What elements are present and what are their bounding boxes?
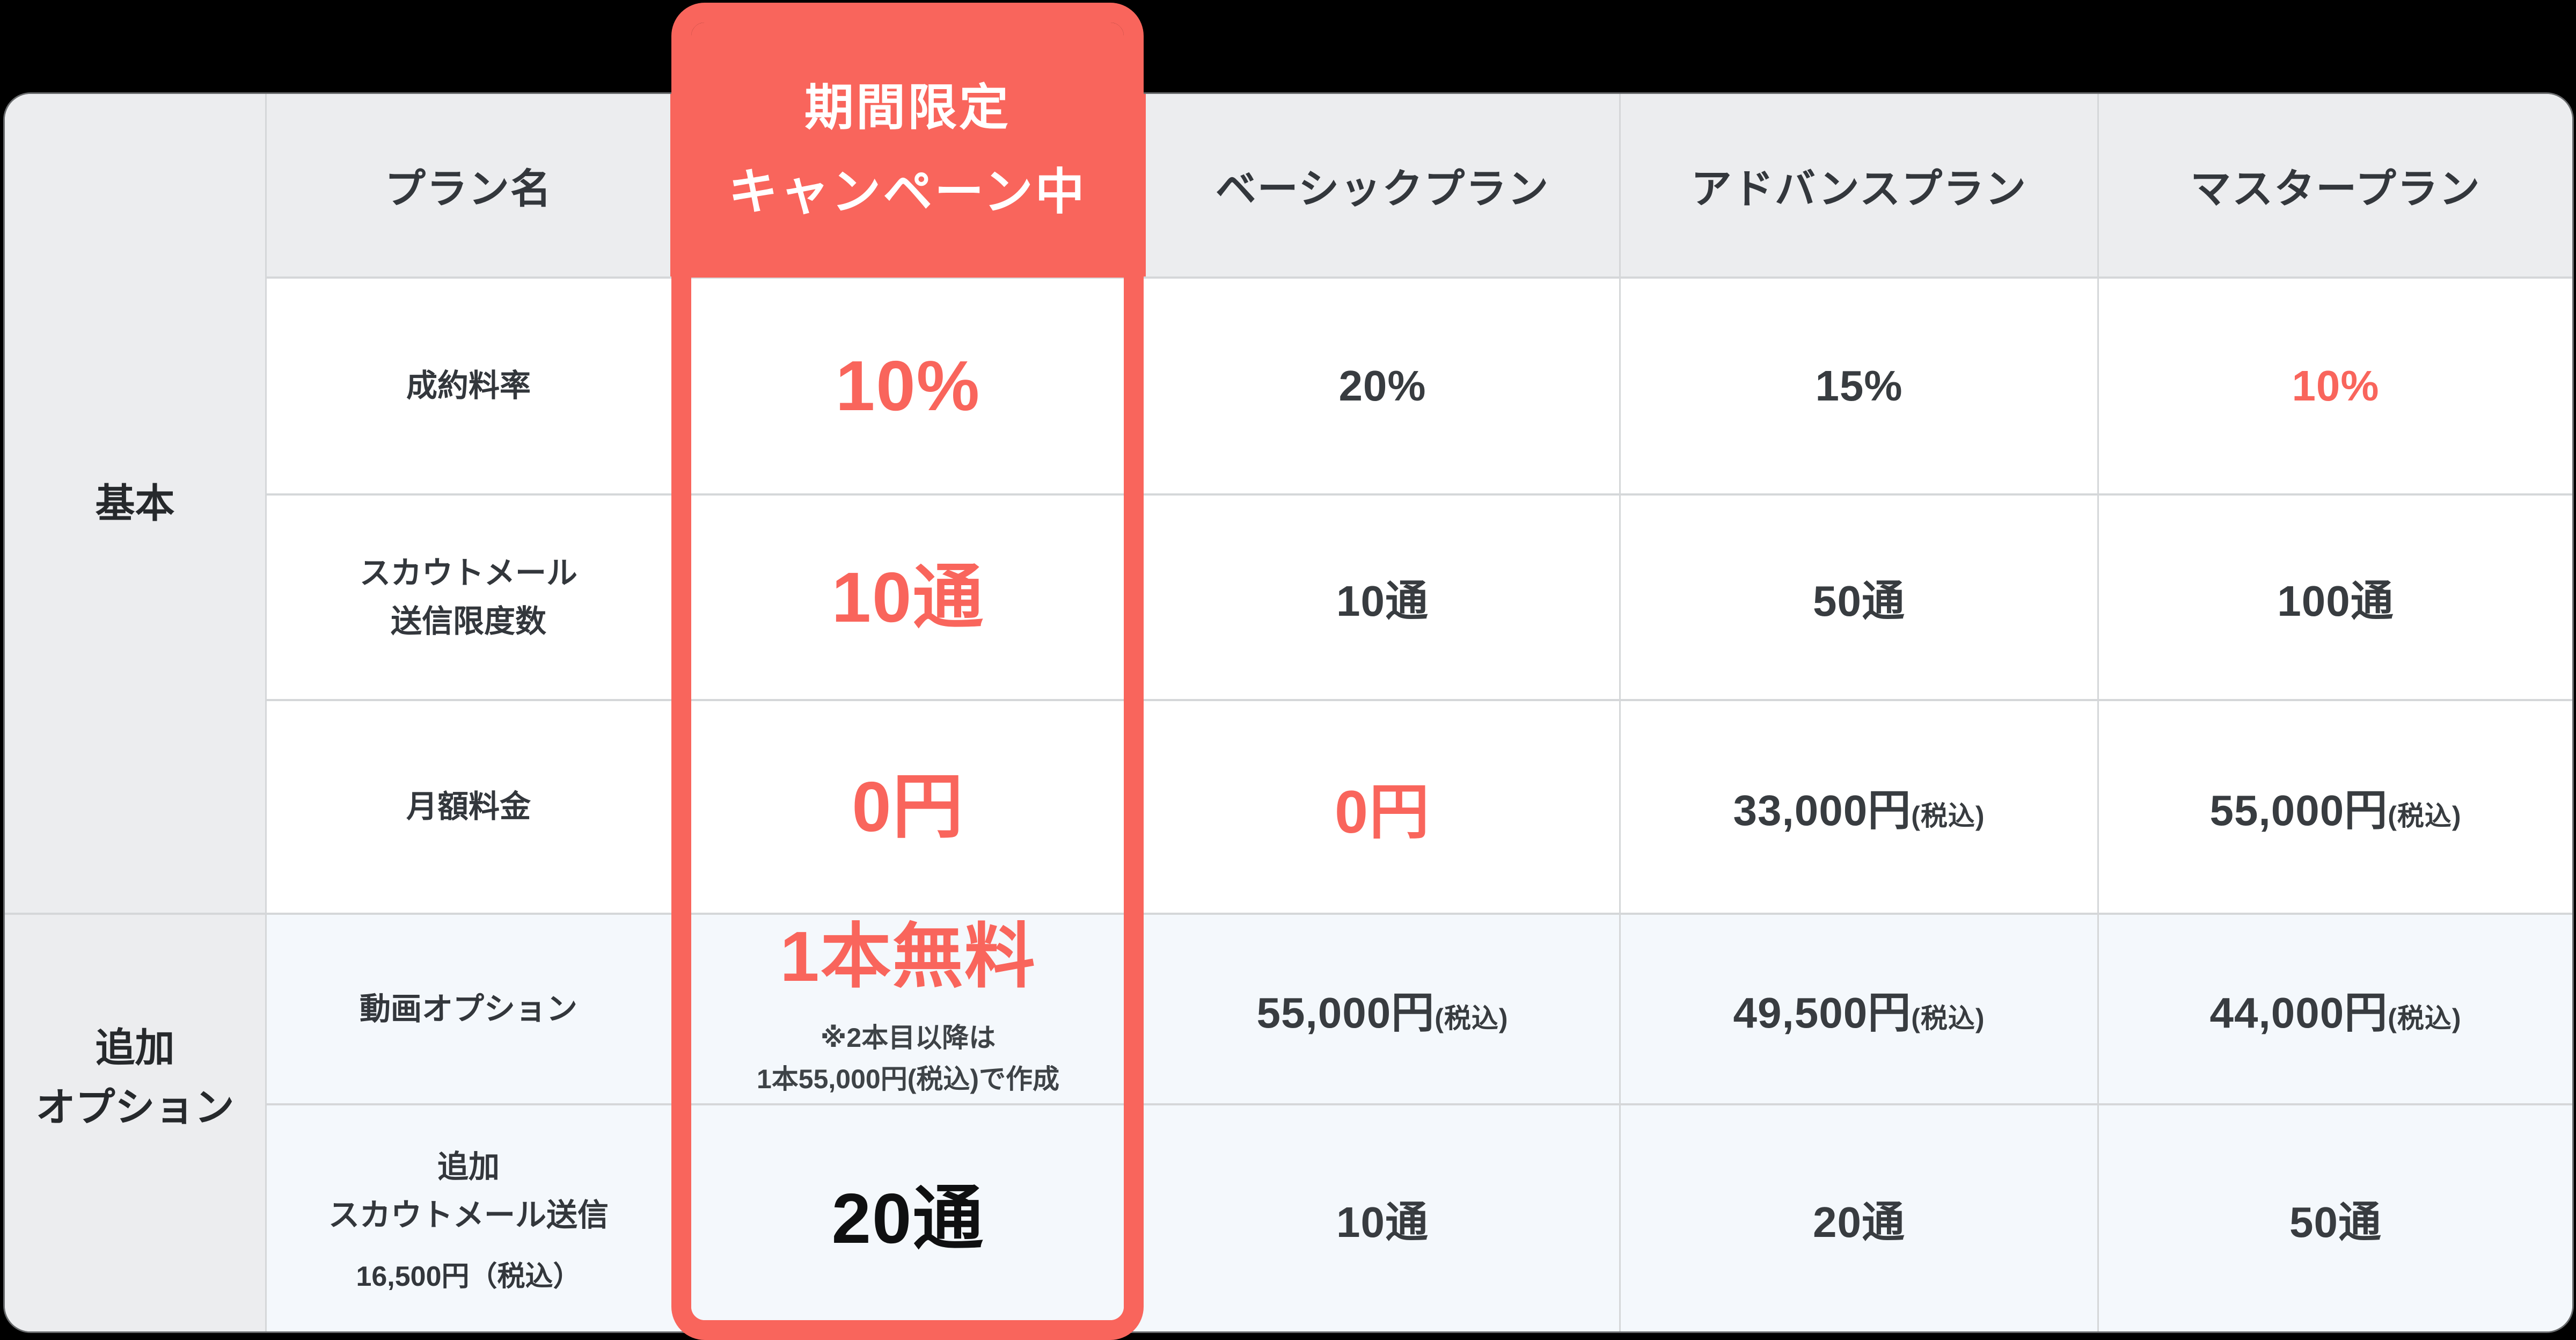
header-plan-name: プラン名 [265,94,670,276]
header-basic-plan: ベーシックプラン [1146,94,1619,276]
sidebar-group-options-label-line1: 追加 [95,1025,175,1070]
cell-monthly-fee-basic: 0円 [1146,699,1619,913]
header-campaign-column [670,94,1146,276]
header-master-plan: マスタープラン [2097,94,2572,276]
sidebar-group-basic: 基本 [5,94,265,913]
cell-scout-mail-limit-advance: 50通 [1619,493,2097,699]
sidebar-group-options-label-line2: オプション [35,1085,235,1130]
cell-scout-mail-limit-master: 100通 [2097,493,2572,699]
row-label-scout-mail-limit: スカウトメール 送信限度数 [265,493,670,699]
cell-video-option-campaign: 1本無料 ※2本目以降は 1本55,000円(税込)で作成 [670,913,1146,1103]
sidebar-group-options: 追加 オプション [5,913,265,1331]
cell-monthly-fee-master: 55,000円 (税込) [2097,699,2572,913]
cell-contract-rate-campaign: 10% [670,276,1146,493]
row-label-monthly-fee: 月額料金 [265,699,670,913]
cell-video-option-advance: 49,500円 (税込) [1619,913,2097,1103]
cell-additional-scout-mail-master: 50通 [2097,1103,2572,1331]
cell-video-option-master: 44,000円 (税込) [2097,913,2572,1103]
cell-scout-mail-limit-campaign: 10通 [670,493,1146,699]
cell-additional-scout-mail-advance: 20通 [1619,1103,2097,1331]
cell-contract-rate-advance: 15% [1619,276,2097,493]
cell-video-option-basic: 55,000円 (税込) [1146,913,1619,1103]
basic-plan-name: ベーシックプラン [1215,166,1550,212]
advance-plan-name: アドバンスプラン [1690,166,2028,212]
header-plan-name-label: プラン名 [385,166,552,212]
row-label-video-option: 動画オプション [265,913,670,1103]
cell-contract-rate-master: 10% [2097,276,2572,493]
cell-additional-scout-mail-basic: 10通 [1146,1103,1619,1331]
sidebar-group-basic-label: 基本 [95,481,175,526]
pricing-table: 基本 追加 オプション プラン名 ベーシックプラン アドバンスプラン マスタープ… [5,94,2572,1331]
header-advance-plan: アドバンスプラン [1619,94,2097,276]
cell-monthly-fee-advance: 33,000円 (税込) [1619,699,2097,913]
cell-additional-scout-mail-campaign: 20通 [670,1103,1146,1331]
video-option-campaign-note: ※2本目以降は 1本55,000円(税込)で作成 [756,1022,1060,1095]
cell-scout-mail-limit-basic: 10通 [1146,493,1619,699]
cell-contract-rate-basic: 20% [1146,276,1619,493]
master-plan-name: マスタープラン [2190,166,2481,212]
cell-monthly-fee-campaign: 0円 [670,699,1146,913]
row-label-additional-scout-mail: 追加 スカウトメール送信 16,500円（税込） [265,1103,670,1331]
additional-scout-mail-price: 16,500円（税込） [356,1261,581,1292]
row-label-contract-rate: 成約料率 [265,276,670,493]
